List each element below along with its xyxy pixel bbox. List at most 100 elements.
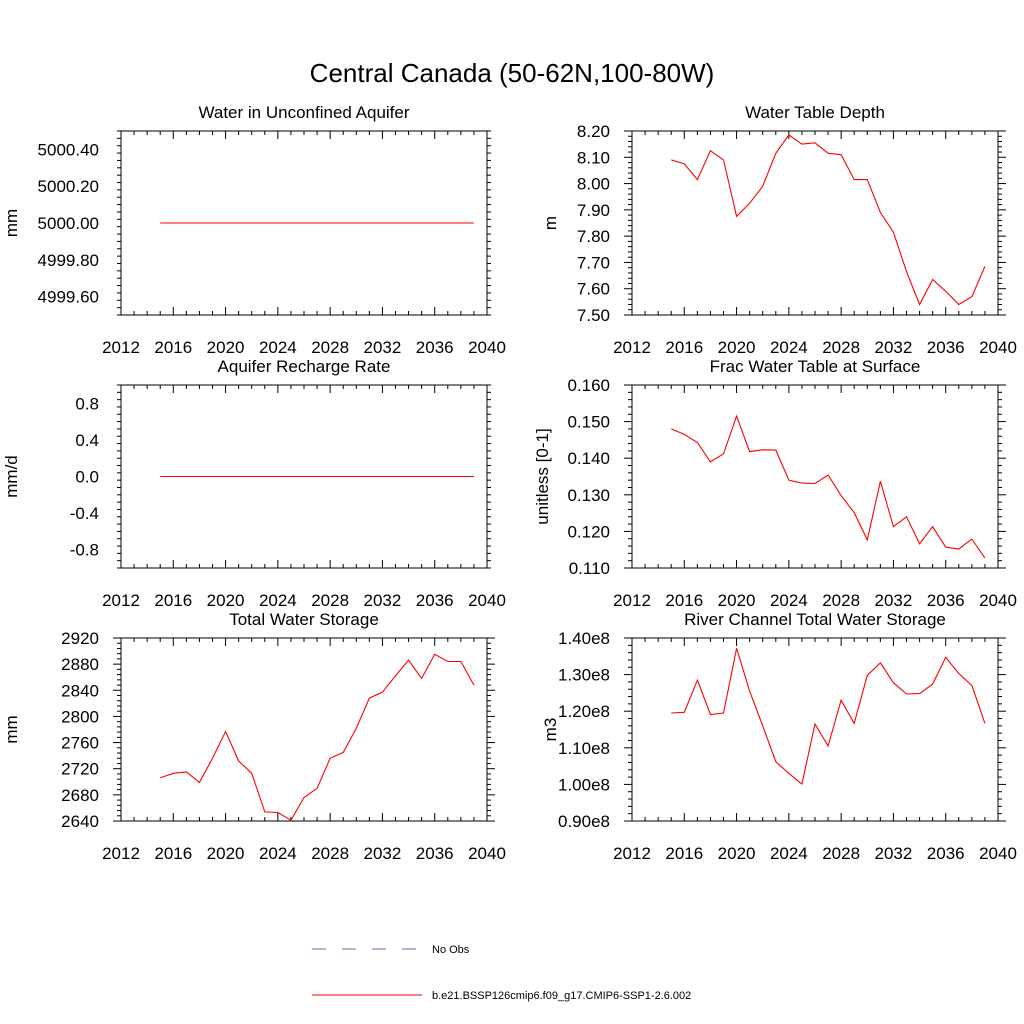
panel-4: 2012 2016 2020 2024 2028 2032 2036 2040 0.110 0.1…: [533, 357, 1017, 610]
y-tick-label: 0.90e8: [558, 812, 610, 831]
series-line: [671, 134, 986, 306]
plot-frame: [120, 637, 488, 822]
y-tick-label: 8.10: [577, 148, 610, 167]
legend-label-no-obs: No Obs: [432, 944, 470, 956]
x-tick-label: 2028: [822, 338, 860, 357]
y-tick-label: 0.150: [567, 413, 610, 432]
x-tick-label: 2036: [416, 591, 454, 610]
y-tick-label: 8.20: [577, 122, 610, 141]
x-tick-label: 2012: [102, 844, 140, 863]
x-tick-label: 2024: [259, 844, 297, 863]
y-tick-label: 7.90: [577, 201, 610, 220]
y-tick-label: 2840: [61, 681, 99, 700]
y-axis-label: m: [541, 216, 560, 230]
x-tick-label: 2036: [416, 338, 454, 357]
x-tick-label: 2012: [613, 338, 651, 357]
x-tick-label: 2012: [613, 591, 651, 610]
x-tick-label: 2040: [468, 844, 506, 863]
y-axis-label: unitless [0-1]: [533, 428, 552, 524]
x-tick-label: 2036: [927, 844, 965, 863]
y-tick-label: 0.0: [75, 468, 99, 487]
y-tick-label: 1.00e8: [558, 775, 610, 794]
x-tick-label: 2024: [770, 844, 808, 863]
x-tick-label: 2012: [102, 591, 140, 610]
x-tick-label: 2040: [979, 338, 1017, 357]
panel-title: Total Water Storage: [229, 610, 379, 629]
plot-frame: [631, 384, 999, 569]
x-tick-label: 2032: [364, 591, 402, 610]
x-tick-label: 2036: [927, 338, 965, 357]
x-tick-label: 2012: [613, 844, 651, 863]
x-tick-label: 2028: [311, 338, 349, 357]
x-tick-label: 2036: [927, 591, 965, 610]
y-tick-label: 5000.40: [38, 140, 99, 159]
x-tick-label: 2040: [468, 338, 506, 357]
y-tick-label: 2800: [61, 707, 99, 726]
panel-title: Frac Water Table at Surface: [710, 357, 921, 376]
y-axis-label: mm: [2, 715, 21, 743]
y-tick-label: 0.110: [569, 559, 610, 578]
x-tick-label: 2024: [259, 338, 297, 357]
series-line: [671, 648, 986, 785]
x-tick-label: 2040: [468, 591, 506, 610]
y-tick-label: 5000.20: [38, 177, 99, 196]
panel-5: 2012 2016 2020 2024 2028 2032 2036 2040 2640 2680…: [2, 610, 506, 863]
y-tick-label: 2640: [61, 812, 99, 831]
y-tick-label: 0.4: [75, 431, 99, 450]
x-tick-label: 2020: [207, 591, 245, 610]
y-tick-label: 0.130: [567, 486, 610, 505]
y-tick-label: 4999.60: [38, 288, 99, 307]
y-tick-label: 0.140: [567, 449, 610, 468]
x-tick-label: 2020: [718, 591, 756, 610]
y-tick-label: 0.8: [75, 394, 99, 413]
series-line: [160, 653, 475, 822]
y-tick-label: 7.70: [577, 253, 610, 272]
y-tick-label: 2880: [61, 655, 99, 674]
x-tick-label: 2016: [665, 844, 703, 863]
x-tick-label: 2016: [665, 591, 703, 610]
x-tick-label: 2020: [718, 844, 756, 863]
x-tick-label: 2020: [207, 844, 245, 863]
y-axis-label: m3: [541, 718, 560, 742]
x-tick-label: 2012: [102, 338, 140, 357]
panel-1: 2012 2016 2020 2024 2028 2032 2036 2040 4999.60 4…: [2, 103, 506, 357]
y-tick-label: 7.50: [577, 306, 610, 325]
panel-2: 2012 2016 2020 2024 2028 2032 2036 2040 7.50 7.60…: [541, 103, 1017, 357]
y-tick-label: 2720: [61, 760, 99, 779]
y-tick-label: 1.20e8: [558, 702, 610, 721]
y-tick-label: 7.80: [577, 227, 610, 246]
y-tick-label: 1.40e8: [558, 629, 610, 648]
panels: 2012 2016 2020 2024 2028 2032 2036 2040 4999.60 4…: [2, 103, 1017, 863]
x-tick-label: 2020: [207, 338, 245, 357]
y-tick-label: 7.60: [577, 280, 610, 299]
x-tick-label: 2024: [770, 591, 808, 610]
y-tick-label: -0.8: [70, 541, 99, 560]
x-tick-label: 2028: [822, 844, 860, 863]
figure-title: Central Canada (50-62N,100-80W): [310, 58, 715, 88]
y-tick-label: 1.30e8: [558, 666, 610, 685]
x-tick-label: 2028: [311, 844, 349, 863]
x-tick-label: 2016: [154, 591, 192, 610]
legend-label-model-run: b.e21.BSSP126cmip6.f09_g17.CMIP6-SSP1-2.…: [432, 990, 691, 1002]
x-tick-label: 2040: [979, 844, 1017, 863]
x-tick-label: 2032: [875, 338, 913, 357]
x-tick-label: 2032: [364, 338, 402, 357]
y-tick-label: 0.160: [567, 376, 610, 395]
series-line: [670, 414, 986, 559]
panel-6: 2012 2016 2020 2024 2028 2032 2036 2040 0.90e8 1.…: [541, 610, 1017, 863]
panel-title: Aquifer Recharge Rate: [218, 357, 391, 376]
x-tick-label: 2036: [416, 844, 454, 863]
x-tick-label: 2020: [718, 338, 756, 357]
y-tick-label: 5000.00: [38, 214, 99, 233]
y-tick-label: 2760: [61, 734, 99, 753]
plot-frame: [631, 130, 999, 316]
x-tick-label: 2024: [259, 591, 297, 610]
x-tick-label: 2024: [770, 338, 808, 357]
panel-title: Water in Unconfined Aquifer: [198, 103, 409, 122]
y-tick-label: 0.120: [567, 522, 610, 541]
y-tick-label: -0.4: [70, 504, 99, 523]
panel-3: 2012 2016 2020 2024 2028 2032 2036 2040 -0.8 -0.4…: [2, 357, 506, 610]
panel-title: Water Table Depth: [745, 103, 885, 122]
x-tick-label: 2028: [822, 591, 860, 610]
